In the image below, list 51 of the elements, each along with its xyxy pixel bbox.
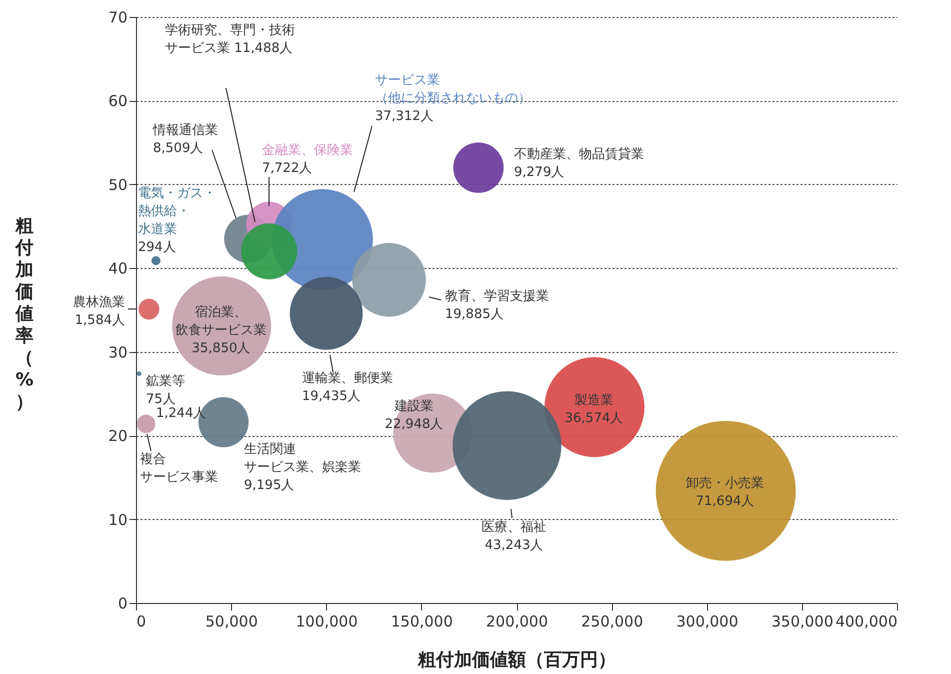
y-tick-label: 30 [108,343,128,362]
x-tick-label: 50,000 [205,612,258,630]
data-label: 8,509人 [153,141,204,156]
series-label: 鉱業等 [146,374,185,389]
data-label: 43,243人 [484,538,544,553]
series-label: 卸売・小売業 [686,476,764,491]
data-label: 7,722人 [262,161,312,176]
data-label: 19,885人 [445,307,504,322]
data-label: 71,694人 [696,494,754,509]
series-label: 建設業 [394,399,434,414]
x-tick-label: 250,000 [581,612,644,630]
x-tick-label: 200,000 [486,612,548,630]
data-label: 36,574人 [564,411,624,426]
series-label: 複合サービス事業 [140,452,218,485]
series-label: 農林漁業 [73,295,125,310]
data-label: 37,312人 [375,109,434,124]
text: 粗付加価値率（%） [15,216,34,412]
x-tick-label: 0 [136,612,146,630]
data-label: 75人 [146,392,176,407]
y-tick-label: 40 [108,260,128,278]
y-tick-label: 50 [108,176,128,194]
series-label: 医療、福祉 [482,520,546,535]
y-tick-label: 20 [108,427,128,446]
text: 金融業、保険業 [262,143,353,158]
data-label: 9,279人 [514,165,564,180]
text: 情報通信業 [152,123,218,138]
data-label: 35,850人 [192,341,250,356]
series-label: 電気・ガス・熱供給・水道業 [138,186,216,237]
data-label: 294人 [138,240,176,255]
series-label: 宿泊業、飲食サービス業 [176,304,266,338]
data-label: 19,435人 [302,389,360,404]
text: 学術研究、専門・技術サービス業 11,488人 [165,23,295,56]
data-label: 1,584人 [74,313,125,328]
x-tick-label: 350,000 [771,612,834,630]
series-label: 不動産業、物品賃貸業 [514,146,644,162]
x-tick-label: 300,000 [676,612,738,630]
y-tick-label: 10 [108,510,128,529]
data-label: 22,948人 [384,417,444,432]
data-label: 9,195人 [244,478,294,493]
y-tick-label: 60 [108,92,128,110]
x-axis-title: 粗付加価値額（百万円） [417,650,616,670]
y-tick-label: 0 [118,594,128,612]
x-tick-label: 150,000 [390,612,453,630]
y-tick-label: 70 [108,8,128,26]
series-label: 生活関連サービス業、娯楽業 [244,442,361,475]
series-label: 製造業 [574,393,614,408]
text: 運輸業、郵便業 [302,371,393,386]
x-tick-label: 400,000 [835,612,898,630]
series-label: 教育、学習支援業 [445,288,549,304]
x-tick-label: 100,000 [296,612,358,630]
text: サービス業（他に分類されないもの） [375,73,531,106]
